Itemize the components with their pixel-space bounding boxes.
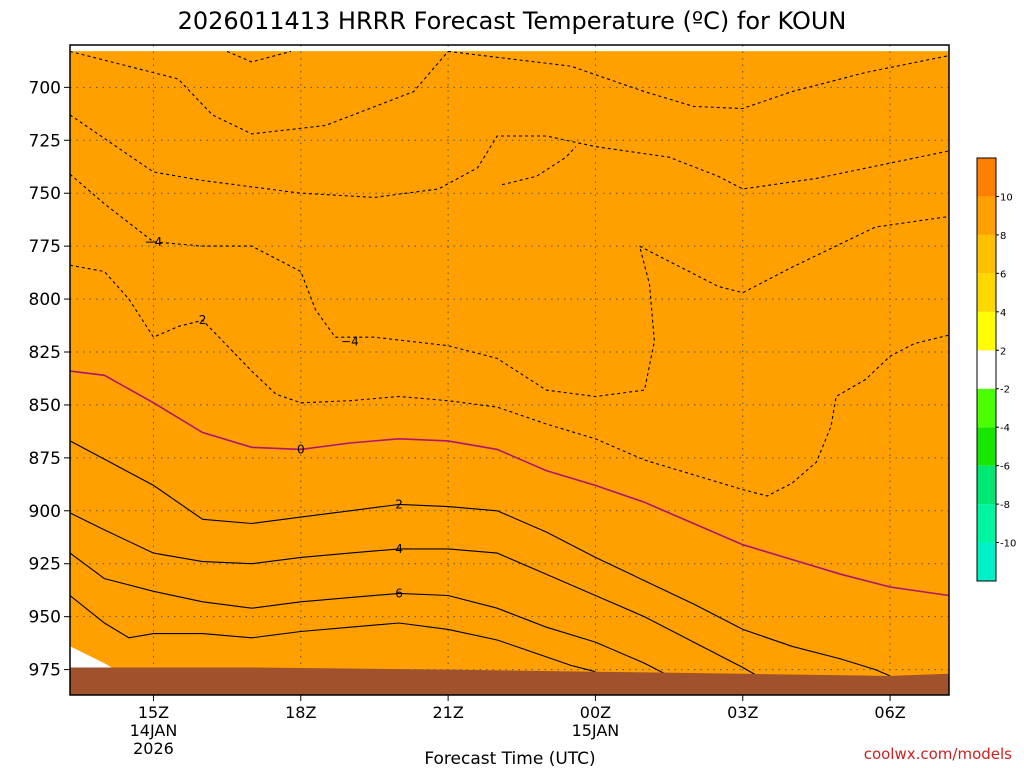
contour-line-6 bbox=[70, 173, 949, 398]
colorbar-label-1: -8 bbox=[1000, 500, 1010, 511]
colorbar-swatch-m8_m6 bbox=[977, 465, 996, 505]
colorbar-frame bbox=[976, 157, 997, 582]
y-tick-label-925: 925 bbox=[29, 555, 61, 575]
x-tick-label-03Z-0: 03Z bbox=[727, 703, 758, 722]
contour-label-3: 6 bbox=[395, 586, 403, 600]
y-tick-label-725: 725 bbox=[29, 131, 61, 151]
colorbar: -10 -8 -6 -4 -2 2 4 6 8 10 bbox=[976, 157, 1016, 582]
contour-line-0 bbox=[70, 370, 949, 597]
contour-label-0: 0 bbox=[297, 442, 305, 456]
y-tick-label-850: 850 bbox=[29, 396, 61, 416]
y-tick-label-900: 900 bbox=[29, 502, 61, 522]
contour-line-3 bbox=[70, 552, 670, 677]
x-tick-label-15Z-0: 15Z bbox=[138, 703, 169, 722]
colorbar-label-8: 8 bbox=[1000, 231, 1006, 242]
x-axis-label: Forecast Time (UTC) bbox=[424, 749, 595, 768]
x-tick-label-18Z-0: 18Z bbox=[285, 703, 316, 722]
colorbar-label-4: -2 bbox=[1000, 385, 1010, 396]
x-tick-label-15Z-1: 14JAN bbox=[130, 721, 178, 740]
credit-text: coolwx.com/models bbox=[864, 745, 1012, 763]
y-tick-label-875: 875 bbox=[29, 449, 61, 469]
contour-line-4 bbox=[70, 595, 596, 673]
temperature-fill-layer bbox=[70, 51, 949, 676]
contour-line-12 bbox=[226, 50, 292, 63]
contour-label-6: −4 bbox=[145, 235, 163, 249]
y-axis: 700 725 750 775 800 825 850 875 900 925 950 975 bbox=[29, 78, 70, 681]
contour-label-1: 2 bbox=[395, 497, 403, 511]
colorbar-swatch-4_6 bbox=[977, 273, 996, 312]
contour-line-11 bbox=[448, 50, 949, 110]
colorbar-swatch-8_10 bbox=[977, 196, 996, 235]
contour-layer: 0 2 4 6 2 −4 −4 bbox=[70, 50, 949, 677]
colorbar-swatch-m4_m2 bbox=[977, 388, 996, 428]
x-tick-label-00Z-0: 00Z bbox=[580, 703, 611, 722]
contour-line-2 bbox=[70, 512, 758, 677]
colorbar-swatch-m6_m4 bbox=[977, 427, 996, 466]
ground-layer bbox=[70, 667, 949, 695]
x-tick-label-06Z-0: 06Z bbox=[874, 703, 905, 722]
chart-title: 2026011413 HRRR Forecast Temperature (ºC… bbox=[178, 7, 847, 35]
colorbar-swatch-gt_10 bbox=[977, 158, 996, 197]
contour-label-7: −4 bbox=[341, 334, 359, 348]
contour-line-8 bbox=[70, 114, 949, 198]
contour-label-5: 2 bbox=[199, 313, 207, 327]
colorbar-label-2: -6 bbox=[1000, 462, 1010, 473]
x-tick-label-21Z-0: 21Z bbox=[432, 703, 463, 722]
y-tick-label-975: 975 bbox=[29, 661, 61, 681]
colorbar-label-9: 10 bbox=[1000, 192, 1013, 203]
y-tick-label-750: 750 bbox=[29, 184, 61, 204]
colorbar-label-5: 2 bbox=[1000, 346, 1006, 357]
colorbar-label-6: 4 bbox=[1000, 308, 1006, 319]
y-tick-label-800: 800 bbox=[29, 290, 61, 310]
grid-layer bbox=[70, 45, 949, 695]
y-tick-label-825: 825 bbox=[29, 343, 61, 363]
contour-line-1 bbox=[70, 440, 891, 677]
colorbar-swatch-m2_2 bbox=[977, 350, 996, 389]
colorbar-swatch-6_8 bbox=[977, 234, 996, 274]
colorbar-label-3: -4 bbox=[1000, 423, 1010, 434]
colorbar-swatch-lt_m10 bbox=[977, 542, 996, 581]
ground-area bbox=[70, 667, 949, 695]
colorbar-label-0: -10 bbox=[1000, 539, 1016, 550]
contour-line-10 bbox=[70, 50, 449, 135]
colorbar-swatch-2_4 bbox=[977, 311, 996, 351]
band-8_10 bbox=[70, 51, 949, 676]
y-tick-label-775: 775 bbox=[29, 237, 61, 257]
x-tick-label-00Z-1: 15JAN bbox=[572, 721, 620, 740]
plot-frame bbox=[69, 44, 950, 696]
colorbar-label-7: 6 bbox=[1000, 269, 1006, 280]
colorbar-swatch-m10_m8 bbox=[977, 504, 996, 543]
contour-line-5 bbox=[70, 264, 949, 497]
x-tick-label-15Z-2: 2026 bbox=[133, 739, 174, 758]
y-tick-label-950: 950 bbox=[29, 608, 61, 628]
contour-label-2: 4 bbox=[395, 542, 403, 556]
y-tick-label-700: 700 bbox=[29, 78, 61, 98]
